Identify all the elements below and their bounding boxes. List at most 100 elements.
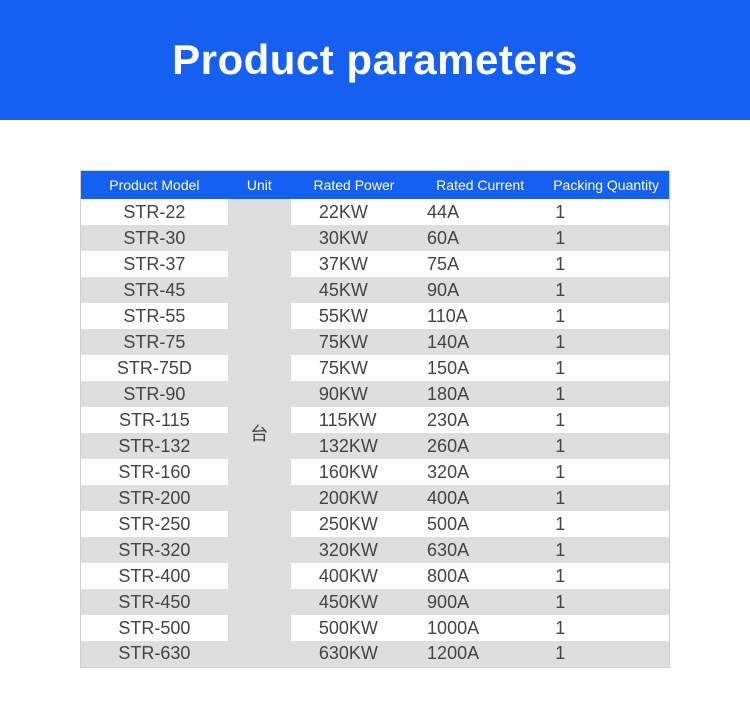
col-header-model: Product Model bbox=[81, 171, 228, 200]
cell-qty: 1 bbox=[543, 303, 669, 329]
col-header-qty: Packing Quantity bbox=[543, 171, 669, 200]
cell-power: 250KW bbox=[291, 511, 417, 537]
cell-power: 400KW bbox=[291, 563, 417, 589]
title-banner: Product parameters bbox=[0, 0, 750, 120]
cell-model: STR-37 bbox=[81, 251, 228, 277]
cell-model: STR-200 bbox=[81, 485, 228, 511]
col-header-current: Rated Current bbox=[417, 171, 543, 200]
cell-current: 90A bbox=[417, 277, 543, 303]
cell-qty: 1 bbox=[543, 641, 669, 667]
cell-current: 800A bbox=[417, 563, 543, 589]
cell-current: 500A bbox=[417, 511, 543, 537]
cell-model: STR-30 bbox=[81, 225, 228, 251]
table-header-row: Product Model Unit Rated Power Rated Cur… bbox=[81, 171, 670, 200]
table-container: Product Model Unit Rated Power Rated Cur… bbox=[0, 120, 750, 698]
table-row: STR-30 30KW60A1 bbox=[81, 225, 670, 251]
cell-qty: 1 bbox=[543, 459, 669, 485]
table-row: STR-200 200KW400A1 bbox=[81, 485, 670, 511]
table-row: STR-22台22KW44A1 bbox=[81, 199, 670, 225]
cell-model: STR-75D bbox=[81, 355, 228, 381]
parameters-table: Product Model Unit Rated Power Rated Cur… bbox=[80, 170, 670, 668]
cell-model: STR-400 bbox=[81, 563, 228, 589]
cell-current: 400A bbox=[417, 485, 543, 511]
cell-power: 55KW bbox=[291, 303, 417, 329]
cell-power: 320KW bbox=[291, 537, 417, 563]
cell-model: STR-450 bbox=[81, 589, 228, 615]
cell-power: 115KW bbox=[291, 407, 417, 433]
cell-current: 630A bbox=[417, 537, 543, 563]
cell-qty: 1 bbox=[543, 355, 669, 381]
table-body: STR-22台22KW44A1STR-3030KW60A1STR-3737KW7… bbox=[81, 199, 670, 667]
table-row: STR-500 500KW1000A1 bbox=[81, 615, 670, 641]
cell-qty: 1 bbox=[543, 615, 669, 641]
cell-power: 90KW bbox=[291, 381, 417, 407]
cell-power: 30KW bbox=[291, 225, 417, 251]
cell-power: 160KW bbox=[291, 459, 417, 485]
cell-model: STR-160 bbox=[81, 459, 228, 485]
cell-model: STR-115 bbox=[81, 407, 228, 433]
table-row: STR-320 320KW630A1 bbox=[81, 537, 670, 563]
cell-qty: 1 bbox=[543, 199, 669, 225]
cell-current: 110A bbox=[417, 303, 543, 329]
cell-model: STR-250 bbox=[81, 511, 228, 537]
cell-current: 180A bbox=[417, 381, 543, 407]
table-row: STR-5555KW110A1 bbox=[81, 303, 670, 329]
table-row: STR-450 450KW900A1 bbox=[81, 589, 670, 615]
cell-model: STR-45 bbox=[81, 277, 228, 303]
cell-current: 230A bbox=[417, 407, 543, 433]
table-row: STR-75D 75KW150A1 bbox=[81, 355, 670, 381]
cell-qty: 1 bbox=[543, 485, 669, 511]
cell-qty: 1 bbox=[543, 225, 669, 251]
cell-current: 260A bbox=[417, 433, 543, 459]
cell-current: 320A bbox=[417, 459, 543, 485]
cell-model: STR-320 bbox=[81, 537, 228, 563]
cell-power: 45KW bbox=[291, 277, 417, 303]
cell-power: 630KW bbox=[291, 641, 417, 667]
cell-qty: 1 bbox=[543, 589, 669, 615]
table-row: STR-3737KW75A1 bbox=[81, 251, 670, 277]
cell-unit: 台 bbox=[228, 199, 291, 667]
cell-power: 75KW bbox=[291, 355, 417, 381]
cell-model: STR-75 bbox=[81, 329, 228, 355]
cell-power: 500KW bbox=[291, 615, 417, 641]
cell-qty: 1 bbox=[543, 511, 669, 537]
cell-model: STR-500 bbox=[81, 615, 228, 641]
cell-model: STR-90 bbox=[81, 381, 228, 407]
cell-qty: 1 bbox=[543, 537, 669, 563]
cell-current: 150A bbox=[417, 355, 543, 381]
cell-model: STR-630 bbox=[81, 641, 228, 667]
cell-qty: 1 bbox=[543, 407, 669, 433]
cell-current: 1000A bbox=[417, 615, 543, 641]
table-row: STR-90 90KW180A1 bbox=[81, 381, 670, 407]
table-row: STR-630 630KW1200A1 bbox=[81, 641, 670, 667]
table-row: STR-75 75KW140A1 bbox=[81, 329, 670, 355]
cell-model: STR-132 bbox=[81, 433, 228, 459]
cell-qty: 1 bbox=[543, 277, 669, 303]
cell-qty: 1 bbox=[543, 563, 669, 589]
page-title: Product parameters bbox=[172, 36, 578, 84]
cell-qty: 1 bbox=[543, 381, 669, 407]
cell-current: 60A bbox=[417, 225, 543, 251]
col-header-unit: Unit bbox=[228, 171, 291, 200]
table-row: STR-115 115KW230A1 bbox=[81, 407, 670, 433]
cell-qty: 1 bbox=[543, 251, 669, 277]
cell-power: 132KW bbox=[291, 433, 417, 459]
cell-model: STR-22 bbox=[81, 199, 228, 225]
cell-power: 450KW bbox=[291, 589, 417, 615]
table-row: STR-160 160KW320A1 bbox=[81, 459, 670, 485]
cell-current: 900A bbox=[417, 589, 543, 615]
cell-power: 22KW bbox=[291, 199, 417, 225]
cell-power: 37KW bbox=[291, 251, 417, 277]
cell-power: 75KW bbox=[291, 329, 417, 355]
cell-power: 200KW bbox=[291, 485, 417, 511]
col-header-power: Rated Power bbox=[291, 171, 417, 200]
cell-current: 140A bbox=[417, 329, 543, 355]
table-row: STR-400 400KW800A1 bbox=[81, 563, 670, 589]
cell-qty: 1 bbox=[543, 329, 669, 355]
table-row: STR-250 250KW500A1 bbox=[81, 511, 670, 537]
cell-current: 1200A bbox=[417, 641, 543, 667]
table-row: STR-45 45KW90A1 bbox=[81, 277, 670, 303]
table-row: STR-132 132KW260A1 bbox=[81, 433, 670, 459]
cell-current: 44A bbox=[417, 199, 543, 225]
cell-qty: 1 bbox=[543, 433, 669, 459]
